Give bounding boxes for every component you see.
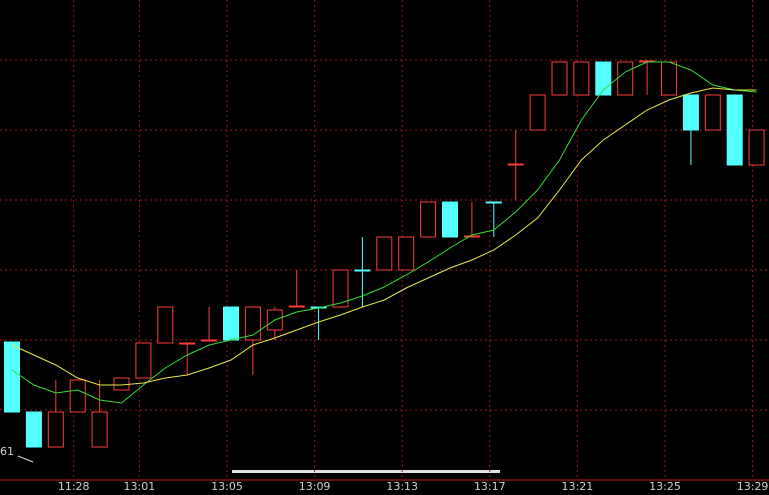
candle-body (223, 306, 239, 341)
candle-body (485, 201, 502, 204)
x-tick-label: 13:21 (562, 480, 594, 493)
candle-body (179, 342, 196, 345)
candle-body (682, 94, 699, 131)
annotation: 61 (0, 445, 14, 458)
x-tick-label: 13:25 (649, 480, 681, 493)
candle-body (420, 201, 437, 238)
candle-body (201, 339, 218, 342)
candle-body (442, 201, 458, 238)
candle-body (157, 306, 174, 344)
x-tick-label: 13:05 (211, 480, 243, 493)
candle-body (69, 379, 86, 413)
candle-body (91, 411, 108, 448)
x-tick-label: 13:13 (386, 480, 418, 493)
candle-body (463, 235, 480, 238)
candle-body (135, 342, 152, 379)
candle-body (704, 94, 721, 131)
candle-body (376, 236, 393, 271)
candle-body (573, 61, 590, 96)
candle-body (25, 411, 42, 448)
scrollbar[interactable] (232, 470, 500, 473)
candle-body (4, 341, 20, 413)
candle-body (354, 269, 371, 272)
candle-body (726, 94, 743, 166)
candle-body (288, 305, 305, 308)
candle-body (113, 377, 130, 391)
candle-body (748, 129, 765, 166)
candle-body (244, 306, 261, 341)
candle-body (398, 236, 415, 271)
candle-body (529, 94, 546, 131)
moving-average (11, 87, 757, 386)
x-tick-label: 13:17 (474, 480, 506, 493)
candle-body (332, 269, 349, 308)
annotation-pointer (17, 455, 34, 463)
candle-body (551, 61, 568, 96)
candle-body (507, 163, 524, 166)
moving-average (11, 61, 757, 404)
x-tick-label: 13:09 (299, 480, 331, 493)
x-tick-label: 11:28 (58, 480, 90, 493)
x-tick-label: 13:01 (124, 480, 156, 493)
candle-body (47, 411, 64, 448)
candle-body (617, 61, 634, 96)
candle-body (661, 61, 677, 96)
x-tick-label: 13:29 (737, 480, 769, 493)
